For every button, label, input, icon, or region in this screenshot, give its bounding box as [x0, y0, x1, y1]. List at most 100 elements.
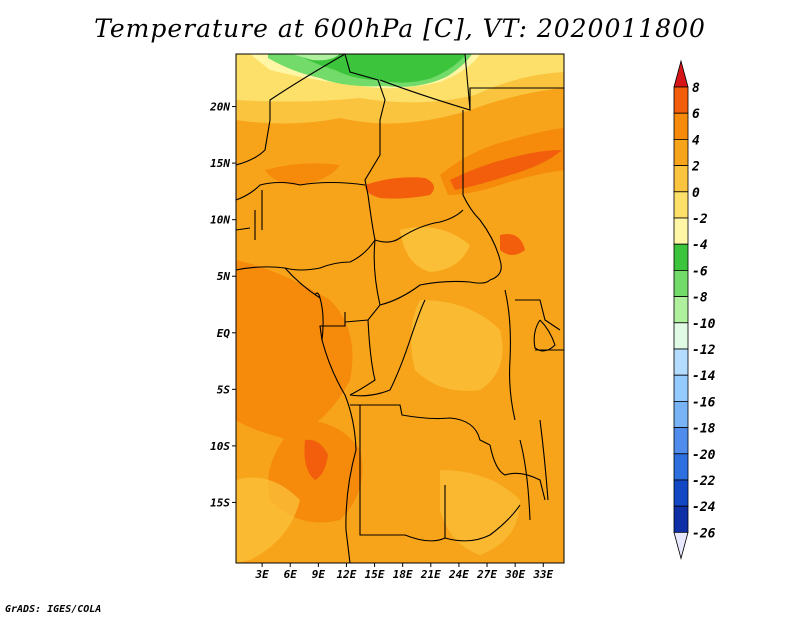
lon-tick-label: 30E [504, 568, 525, 581]
lat-tick-label: 10N [210, 214, 230, 227]
lon-tick-label: 24E [448, 568, 469, 581]
field-band-neg10-to-neg8 [292, 54, 340, 61]
colorbar-segment [673, 479, 689, 507]
lon-tick-label: 27E [476, 568, 497, 581]
colorbar-segment [673, 505, 689, 533]
lon-tick-label: 6E [284, 568, 298, 581]
colorbar-segment [673, 400, 689, 428]
lake-tanganyika-malawi [519, 419, 549, 521]
temperature-field [236, 54, 564, 563]
field-warm-area-gulf [236, 260, 353, 440]
border-algeria-mali [236, 54, 346, 166]
colorbar-segment [673, 348, 689, 376]
border-nigeria-cameroon [284, 239, 376, 271]
longitude-axis: 3E 6E 9E 12E 15E 18E 21E 24E 27E 30E 33E [254, 563, 554, 581]
border-zambia [444, 485, 521, 542]
colorbar-top-triangle [673, 59, 689, 88]
field-hot-spot-angola [304, 439, 328, 480]
colorbar-segment [673, 296, 689, 324]
border-egypt-sudan [469, 87, 564, 110]
border-west-africa-small [236, 190, 263, 240]
colorbar-label: -26 [692, 526, 716, 541]
border-niger-chad [344, 54, 386, 196]
colorbar: 8 6 4 2 0 -2 -4 -6 -8 -10 -12 -14 -16 -18 -20 -22 -24 -26 [673, 59, 716, 560]
colorbar-segment [673, 269, 689, 297]
field-cool-patch-car [400, 227, 470, 272]
colorbar-label: 2 [691, 160, 700, 175]
plot-frame [235, 53, 565, 564]
lat-tick-label: 15S [210, 496, 230, 509]
colorbar-segment [673, 217, 689, 245]
coastline-atlantic [284, 267, 357, 563]
border-drc-angola [350, 404, 491, 446]
field-cool-patch-congo [411, 300, 503, 391]
lat-tick-label: 10S [210, 440, 230, 453]
grads-credit: GrADS: IGES/COLA [5, 604, 102, 615]
lon-tick-label: 21E [420, 568, 441, 581]
border-drc-east [504, 289, 516, 421]
colorbar-segment [673, 165, 689, 193]
colorbar-segment [673, 453, 689, 481]
border-angola-namibia [359, 405, 446, 542]
colorbar-label: -14 [692, 369, 716, 384]
colorbar-label: -16 [692, 395, 716, 410]
colorbar-label: -22 [692, 474, 716, 489]
colorbar-label: -18 [692, 422, 716, 437]
colorbar-label: -6 [692, 264, 708, 279]
lat-tick-label: 20N [209, 101, 230, 114]
colorbar-segment [673, 322, 689, 350]
colorbar-segment [673, 243, 689, 271]
country-borders [236, 54, 564, 563]
colorbar-segment [673, 86, 689, 114]
lon-tick-label: 15E [365, 568, 385, 581]
colorbar-label: -4 [692, 238, 708, 253]
field-hot-spot-sudan [500, 234, 525, 255]
border-chad-car [367, 194, 464, 243]
field-warm-streak-west [265, 163, 340, 185]
colorbar-segment [673, 191, 689, 219]
lon-tick-label: 3E [254, 568, 269, 581]
field-band-6-to-8 [450, 150, 562, 190]
coastline-west-africa [236, 266, 286, 271]
border-libya-chad [379, 54, 471, 111]
field-cool-patch-southwest [236, 477, 300, 563]
field-cool-patch-zambia [440, 470, 520, 555]
colorbar-label: -2 [692, 212, 708, 227]
lat-tick-label: 5N [217, 270, 231, 283]
lake-victoria [533, 319, 556, 352]
colorbar-label: 6 [692, 107, 700, 122]
latitude-axis: 20N 15N 10N 5N EQ 5S 10S 15S [209, 101, 236, 509]
border-chad-sudan [462, 110, 502, 281]
colorbar-label: -20 [692, 448, 716, 463]
colorbar-label: 0 [692, 186, 700, 201]
lat-tick-label: 15N [210, 157, 230, 170]
field-warm-streak-central [365, 177, 434, 199]
lon-tick-label: 12E [337, 568, 357, 581]
colorbar-label: -12 [692, 343, 716, 358]
lat-tick-label: EQ [217, 327, 231, 340]
lon-tick-label: 18E [393, 568, 413, 581]
colorbar-label: 4 [692, 133, 700, 148]
colorbar-segment [673, 374, 689, 402]
border-equatorial-guinea [319, 312, 346, 341]
lat-tick-label: 5S [217, 383, 231, 396]
field-band-neg6-to-neg4 [300, 54, 466, 83]
colorbar-segment [673, 112, 689, 140]
colorbar-label: -10 [692, 317, 716, 332]
colorbar-label: -24 [692, 500, 716, 515]
border-zambia-tanzania [489, 444, 546, 501]
chart-title: Temperature at 600hPa [C], VT: 202001180… [94, 14, 706, 43]
border-congo-gabon [349, 319, 376, 396]
colorbar-label: 8 [692, 81, 700, 96]
colorbar-bottom-triangle [673, 532, 689, 560]
lon-tick-label: 33E [532, 568, 553, 581]
border-congo-drc [349, 299, 426, 397]
border-uganda [515, 299, 561, 331]
colorbar-segment [673, 427, 689, 455]
lon-tick-label: 9E [312, 568, 326, 581]
border-niger-nigeria [236, 181, 366, 201]
border-car-drc [379, 279, 491, 306]
colorbar-segment [673, 138, 689, 166]
colorbar-label: -8 [692, 291, 708, 306]
